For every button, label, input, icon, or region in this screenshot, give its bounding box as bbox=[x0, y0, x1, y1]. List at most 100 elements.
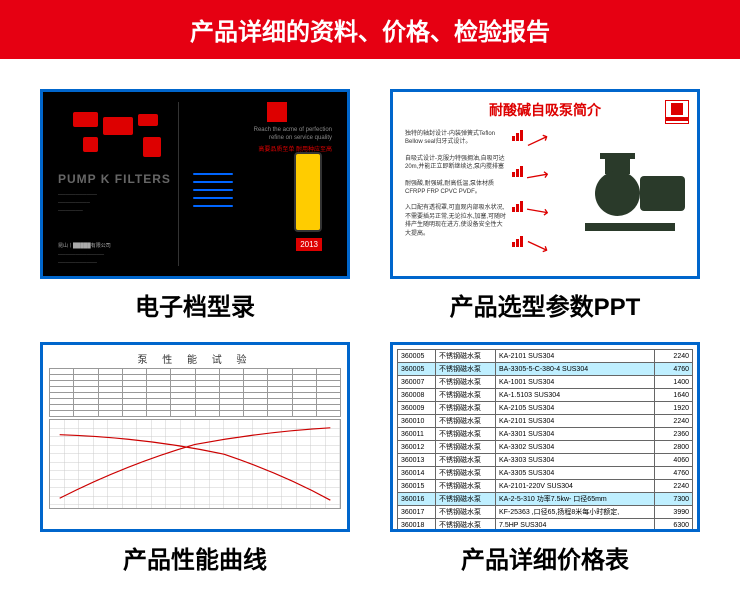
slogan-line: refine on service quality bbox=[269, 135, 332, 141]
fine-print: ─────────── bbox=[58, 260, 97, 266]
cell-name: 不锈钢磁水泵 bbox=[436, 389, 496, 402]
cell-id: 360018 bbox=[398, 519, 436, 532]
cell-id: 360012 bbox=[398, 441, 436, 454]
cell-model: KA-3302 SUS304 bbox=[496, 441, 655, 454]
table-row: 360019不锈钢磁水泵5HP SUS3044900 bbox=[398, 532, 693, 533]
cell-price: 2240 bbox=[655, 350, 693, 363]
cell-model: KA-2101-220V SUS304 bbox=[496, 480, 655, 493]
cell-name: 不锈钢磁水泵 bbox=[436, 480, 496, 493]
arrow-icon: ⟶ bbox=[523, 232, 552, 260]
cell-model: KA-3305 SUS304 bbox=[496, 467, 655, 480]
cell-model: KA-2-5-310 功率7.5kw- 口径65mm bbox=[496, 493, 655, 506]
table-row: 360009不锈钢磁水泵KA-2105 SUS3041920 bbox=[398, 402, 693, 415]
curve-line bbox=[60, 428, 331, 498]
cell-price: 4060 bbox=[655, 454, 693, 467]
ppt-caption: 产品选型参数PPT bbox=[450, 287, 641, 322]
cell-id: 360017 bbox=[398, 506, 436, 519]
cell-model: 7.5HP SUS304 bbox=[496, 519, 655, 532]
cell-id: 360007 bbox=[398, 376, 436, 389]
cell-name: 不锈钢磁水泵 bbox=[436, 415, 496, 428]
ppt-frame: 耐酸碱自吸泵简介 独特的轴封设计-内装弹簧式Teflon Bellow seal… bbox=[390, 89, 700, 279]
cell-model: KA-2105 SUS304 bbox=[496, 402, 655, 415]
cell-price: 1400 bbox=[655, 376, 693, 389]
card-catalog: Reach the acme of perfection refine on s… bbox=[40, 89, 350, 322]
cell-id: 360009 bbox=[398, 402, 436, 415]
badge-icon bbox=[294, 152, 322, 232]
catalog-bg: Reach the acme of perfection refine on s… bbox=[43, 92, 347, 276]
cell-name: 不锈钢磁水泵 bbox=[436, 363, 496, 376]
cell-model: 5HP SUS304 bbox=[496, 532, 655, 533]
cell-model: KA-2101 SUS304 bbox=[496, 350, 655, 363]
ppt-bg: 耐酸碱自吸泵简介 独特的轴封设计-内装弹簧式Teflon Bellow seal… bbox=[393, 92, 697, 276]
cell-id: 360008 bbox=[398, 389, 436, 402]
cell-price: 2800 bbox=[655, 441, 693, 454]
ppt-bullet: 耐强酸,耐强碱,耐高低温,泵体材质CFRPP FRP CPVC PVDF。 bbox=[405, 180, 507, 197]
cell-name: 不锈钢磁水泵 bbox=[436, 441, 496, 454]
cell-price: 3990 bbox=[655, 506, 693, 519]
cell-model: KA-3303 SUS304 bbox=[496, 454, 655, 467]
ppt-bullet: 独特的轴封设计-内装弹簧式Teflon Bellow seal归牙式设计。 bbox=[405, 130, 507, 147]
year-badge: 2013 bbox=[296, 238, 322, 251]
company-line: 昆山丨█████有限公司 bbox=[58, 242, 111, 249]
cell-name: 不锈钢磁水泵 bbox=[436, 519, 496, 532]
arrow-icon: ⟶ bbox=[523, 127, 552, 155]
fine-print: ─────── bbox=[58, 208, 83, 214]
table-row: 360015不锈钢磁水泵KA-2101-220V SUS3042240 bbox=[398, 480, 693, 493]
table-row: 360017不锈钢磁水泵KF-25363 ,口径65,扬程8米每小时额定,399… bbox=[398, 506, 693, 519]
cell-name: 不锈钢磁水泵 bbox=[436, 467, 496, 480]
cell-name: 不锈钢磁水泵 bbox=[436, 428, 496, 441]
bar-icon bbox=[511, 199, 525, 213]
table-row: 360012不锈钢磁水泵KA-3302 SUS3042800 bbox=[398, 441, 693, 454]
ppt-logo-icon bbox=[665, 100, 689, 124]
price-frame: 360005不锈钢磁水泵KA-2101 SUS3042240360005不锈钢磁… bbox=[390, 342, 700, 532]
fine-print: ───────────── bbox=[58, 252, 104, 258]
catalog-caption: 电子档型录 bbox=[135, 287, 255, 322]
cell-price: 2240 bbox=[655, 480, 693, 493]
table-row: 360005不锈钢磁水泵KA-2101 SUS3042240 bbox=[398, 350, 693, 363]
cell-model: KA-1001 SUS304 bbox=[496, 376, 655, 389]
cell-model: KA-2101 SUS304 bbox=[496, 415, 655, 428]
performance-chart bbox=[49, 419, 341, 509]
cell-price: 1920 bbox=[655, 402, 693, 415]
cell-id: 360016 bbox=[398, 493, 436, 506]
cell-price: 6300 bbox=[655, 519, 693, 532]
card-curve: 泵 性 能 试 验 产品 bbox=[40, 342, 350, 575]
cell-model: KA-3301 SUS304 bbox=[496, 428, 655, 441]
cell-id: 360013 bbox=[398, 454, 436, 467]
decor-lines bbox=[193, 167, 233, 213]
catalog-frame: Reach the acme of perfection refine on s… bbox=[40, 89, 350, 279]
cell-name: 不锈钢磁水泵 bbox=[436, 350, 496, 363]
table-row: 360010不锈钢磁水泵KA-2101 SUS3042240 bbox=[398, 415, 693, 428]
brand-text: PUMP K FILTERS bbox=[58, 172, 171, 186]
cell-model: KA-1.5103 SUS304 bbox=[496, 389, 655, 402]
cell-name: 不锈钢磁水泵 bbox=[436, 402, 496, 415]
table-row: 360013不锈钢磁水泵KA-3303 SUS3044060 bbox=[398, 454, 693, 467]
cell-model: KF-25363 ,口径65,扬程8米每小时额定, bbox=[496, 506, 655, 519]
cell-id: 360010 bbox=[398, 415, 436, 428]
cell-price: 7300 bbox=[655, 493, 693, 506]
card-ppt: 耐酸碱自吸泵简介 独特的轴封设计-内装弹簧式Teflon Bellow seal… bbox=[390, 89, 700, 322]
bar-icon bbox=[511, 164, 525, 178]
slogan-line: Reach the acme of perfection bbox=[254, 127, 332, 133]
world-map-graphic bbox=[53, 102, 173, 162]
logo-icon bbox=[267, 102, 287, 122]
cell-id: 360005 bbox=[398, 350, 436, 363]
price-table: 360005不锈钢磁水泵KA-2101 SUS3042240360005不锈钢磁… bbox=[397, 349, 693, 532]
ppt-bullet: 自吸式设计-克服力特强拥油,自吸可达20m,并能正立即断继续达,泵内搅排塞 bbox=[405, 155, 507, 172]
cell-name: 不锈钢磁水泵 bbox=[436, 493, 496, 506]
cell-name: 不锈钢磁水泵 bbox=[436, 376, 496, 389]
card-price: 360005不锈钢磁水泵KA-2101 SUS3042240360005不锈钢磁… bbox=[390, 342, 700, 575]
table-row: 360008不锈钢磁水泵KA-1.5103 SUS3041640 bbox=[398, 389, 693, 402]
fine-print: ─────────── bbox=[58, 192, 97, 198]
cell-id: 360019 bbox=[398, 532, 436, 533]
price-bg: 360005不锈钢磁水泵KA-2101 SUS3042240360005不锈钢磁… bbox=[393, 345, 697, 529]
bar-icon bbox=[511, 128, 525, 142]
cell-price: 2240 bbox=[655, 415, 693, 428]
cell-price: 2360 bbox=[655, 428, 693, 441]
cell-name: 不锈钢磁水泵 bbox=[436, 506, 496, 519]
table-row: 360005不锈钢磁水泵BA-3305-5-C-380-4 SUS3044760 bbox=[398, 363, 693, 376]
cell-id: 360011 bbox=[398, 428, 436, 441]
cell-price: 1640 bbox=[655, 389, 693, 402]
card-grid: Reach the acme of perfection refine on s… bbox=[0, 89, 740, 575]
arrow-icon: ⟶ bbox=[524, 199, 550, 223]
